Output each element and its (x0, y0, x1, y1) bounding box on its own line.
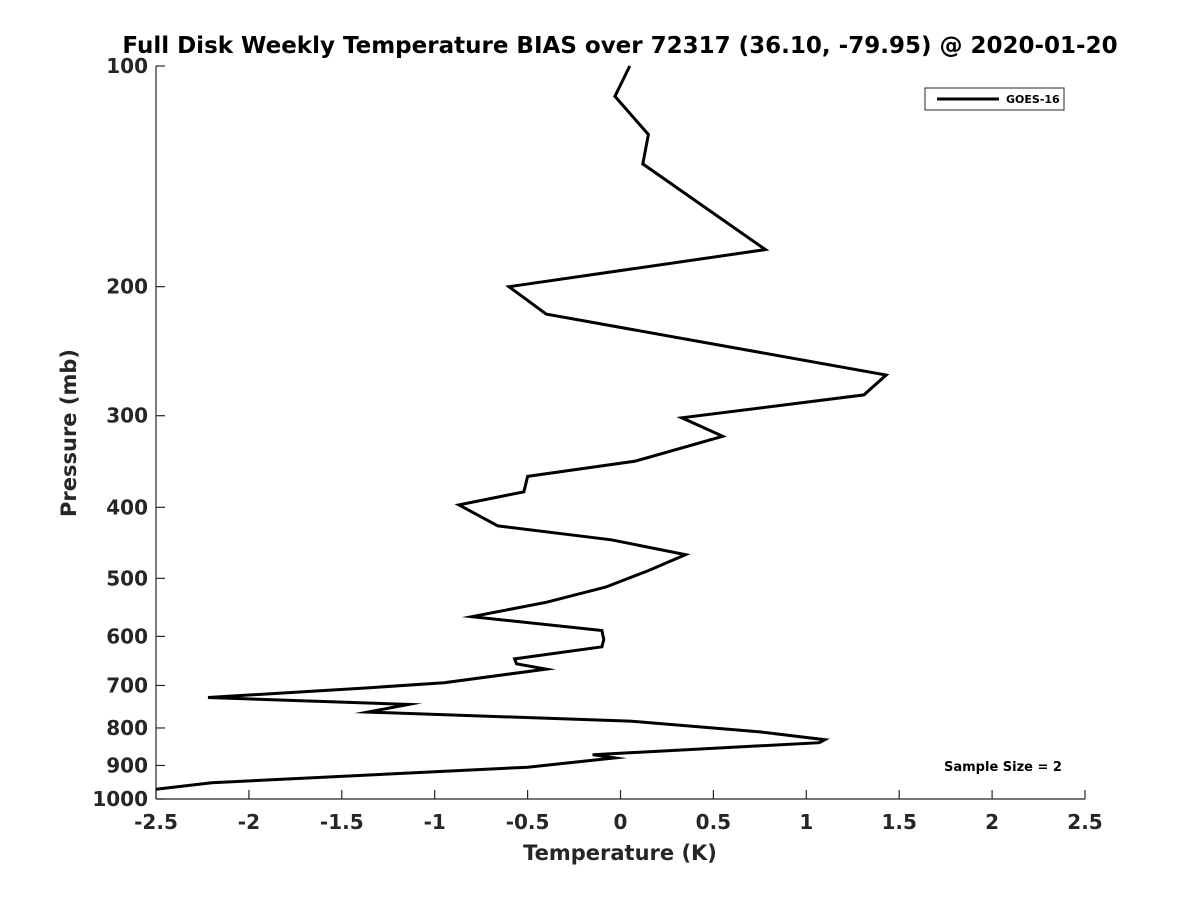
y-tick-label: 1000 (92, 787, 148, 811)
series-line-goes-16 (155, 65, 890, 791)
y-tick-label: 100 (106, 54, 148, 78)
chart-title: Full Disk Weekly Temperature BIAS over 7… (122, 33, 1117, 59)
y-axis: 100 200 300 400 500 600 700 800 900 1000 (92, 54, 165, 811)
y-tick-label: 500 (106, 566, 148, 590)
x-tick-label: 2.5 (1067, 810, 1102, 834)
y-tick-label: 200 (106, 275, 148, 299)
x-tick-label: -0.5 (506, 810, 550, 834)
x-tick-label: 0 (614, 810, 628, 834)
x-tick-label: -2 (238, 810, 260, 834)
y-tick-label: 700 (106, 673, 148, 697)
x-tick-label: 0.5 (696, 810, 731, 834)
y-tick-label: 400 (106, 495, 148, 519)
x-axis-label: Temperature (K) (523, 841, 717, 865)
y-tick-label: 900 (106, 753, 148, 777)
x-axis: -2.5 -2 -1.5 -1 -0.5 0 0.5 1 1.5 2 2.5 (134, 790, 1103, 834)
sample-size-annotation: Sample Size = 2 (944, 760, 1062, 775)
y-tick-label: 300 (106, 404, 148, 428)
y-tick-label: 600 (106, 624, 148, 648)
plot-area (155, 66, 1085, 800)
series-layer (155, 65, 890, 791)
y-axis-label: Pressure (mb) (57, 349, 81, 517)
y-tick-label: 800 (106, 716, 148, 740)
x-tick-label: -2.5 (134, 810, 178, 834)
x-tick-label: -1.5 (320, 810, 364, 834)
legend-label-goes-16: GOES-16 (1006, 93, 1060, 106)
x-tick-label: -1 (424, 810, 446, 834)
x-tick-label: 1 (799, 810, 813, 834)
x-tick-label: 2 (985, 810, 999, 834)
x-tick-label: 1.5 (881, 810, 916, 834)
legend: GOES-16 (924, 87, 1065, 111)
